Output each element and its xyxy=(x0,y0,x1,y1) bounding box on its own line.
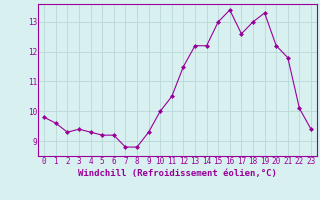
X-axis label: Windchill (Refroidissement éolien,°C): Windchill (Refroidissement éolien,°C) xyxy=(78,169,277,178)
